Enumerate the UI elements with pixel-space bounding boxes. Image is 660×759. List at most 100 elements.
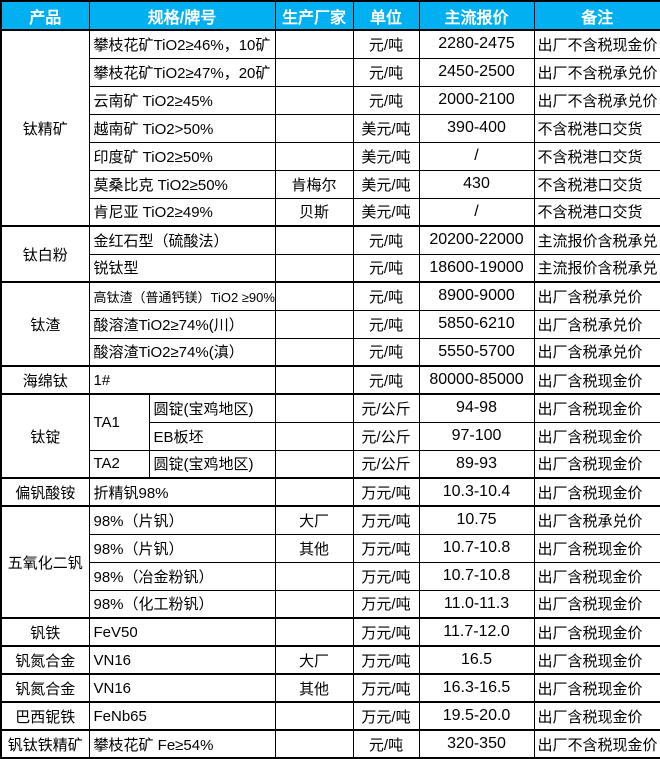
maker-cell bbox=[274, 477, 354, 507]
remark-cell: 出厂不含税承兑价 bbox=[533, 57, 660, 87]
price-cell: 19.5-20.0 bbox=[418, 701, 535, 731]
maker-cell: 肯梅尔 bbox=[274, 169, 354, 199]
remark-cell: 出厂含税现金价 bbox=[533, 701, 660, 731]
unit-cell: 美元/吨 bbox=[352, 169, 420, 199]
maker-cell bbox=[274, 337, 354, 367]
table-row: 云南矿 TiO2≥45% 元/吨 2000-2100 出厂不含税承兑价 bbox=[1, 85, 660, 115]
table-row: TA2 圆锭(宝鸡地区) 元/公斤 89-93 出厂含税现金价 bbox=[1, 449, 660, 479]
remark-cell: 出厂不含税现金价 bbox=[533, 729, 660, 759]
remark-cell: 出厂不含税现金价 bbox=[533, 29, 660, 59]
remark-cell: 出厂含税现金价 bbox=[533, 477, 660, 507]
price-cell: 11.7-12.0 bbox=[418, 617, 535, 647]
spec-cell: FeV50 bbox=[88, 617, 276, 647]
remark-cell: 出厂含税承兑价 bbox=[533, 337, 660, 367]
price-cell: 80000-85000 bbox=[418, 365, 535, 395]
maker-cell bbox=[274, 29, 354, 59]
table-row: 钛锭 TA1 圆锭(宝鸡地区) 元/公斤 94-98 出厂含税现金价 bbox=[0, 393, 660, 479]
spec-cell: 98%（冶金粉钒） bbox=[88, 561, 276, 591]
maker-cell bbox=[274, 113, 354, 143]
table-row: 偏钒酸铵 折精钒98% 万元/吨 10.3-10.4 出厂含税现金价 bbox=[0, 477, 660, 507]
remark-cell: 出厂含税现金价 bbox=[533, 589, 660, 619]
remark-cell: 主流报价含税承兑 bbox=[533, 253, 660, 283]
price-cell: 10.7-10.8 bbox=[418, 533, 535, 563]
unit-cell: 元/吨 bbox=[352, 85, 420, 115]
remark-cell: 主流报价含税承兑 bbox=[533, 225, 660, 255]
spec-cell: 98%（片钒） bbox=[88, 533, 276, 563]
table-row: 攀枝花矿TiO2≥47%，20矿 元/吨 2450-2500 出厂不含税承兑价 bbox=[1, 57, 660, 87]
price-cell: 2280-2475 bbox=[418, 29, 535, 59]
remark-cell: 出厂含税现金价 bbox=[533, 393, 660, 423]
spec-cell: 酸溶渣TiO2≥74%(滇） bbox=[88, 337, 276, 367]
unit-cell: 元/吨 bbox=[352, 365, 420, 395]
maker-cell: 大厂 bbox=[274, 505, 354, 535]
table-row: 巴西铌铁 FeNb65 万元/吨 19.5-20.0 出厂含税现金价 bbox=[0, 701, 660, 731]
product-cell: 五氧化二钒 bbox=[0, 505, 90, 619]
maker-cell bbox=[274, 561, 354, 591]
unit-cell: 美元/吨 bbox=[352, 141, 420, 171]
unit-cell: 元/吨 bbox=[352, 309, 420, 339]
spec-cell: VN16 bbox=[88, 645, 276, 675]
price-cell: 97-100 bbox=[418, 421, 535, 451]
remark-cell: 出厂含税现金价 bbox=[533, 561, 660, 591]
remark-cell: 出厂含税承兑价 bbox=[533, 309, 660, 339]
table-row: 酸溶渣TiO2≥74%(滇） 元/吨 5550-5700 出厂含税承兑价 bbox=[1, 337, 660, 367]
col-header-product: 产品 bbox=[0, 0, 90, 31]
maker-cell bbox=[274, 309, 354, 339]
remark-cell: 不含税港口交货 bbox=[533, 113, 660, 143]
col-header-remark: 备注 bbox=[533, 0, 660, 31]
unit-cell: 万元/吨 bbox=[352, 673, 420, 703]
col-header-spec: 规格/牌号 bbox=[88, 0, 276, 31]
maker-cell bbox=[274, 617, 354, 647]
table-row: 钒铁 FeV50 万元/吨 11.7-12.0 出厂含税现金价 bbox=[0, 617, 660, 647]
spec-cell: 圆锭(宝鸡地区) bbox=[148, 393, 276, 423]
unit-cell: 元/吨 bbox=[352, 253, 420, 283]
maker-cell: 大厂 bbox=[274, 645, 354, 675]
spec-cell: 肯尼亚 TiO2≥49% bbox=[88, 197, 276, 227]
unit-cell: 万元/吨 bbox=[352, 533, 420, 563]
maker-cell bbox=[274, 589, 354, 619]
maker-cell bbox=[274, 701, 354, 731]
maker-cell: 其他 bbox=[274, 533, 354, 563]
spec-cell: 98%（片钒） bbox=[88, 505, 276, 535]
maker-cell bbox=[274, 281, 354, 311]
spec-cell: 高钛渣（普通钙镁）TiO2 ≥90% bbox=[88, 281, 276, 311]
maker-cell bbox=[274, 729, 354, 759]
price-cell: 10.75 bbox=[418, 505, 535, 535]
remark-cell: 出厂含税现金价 bbox=[533, 533, 660, 563]
col-header-price: 主流报价 bbox=[418, 0, 535, 31]
product-cell: 钒氮合金 bbox=[0, 673, 90, 703]
product-cell: 钛锭 bbox=[0, 393, 90, 479]
table-row: 钛精矿 攀枝花矿TiO2≥46%，10矿 元/吨 2280-2475 出厂不含税… bbox=[0, 29, 660, 227]
remark-cell: 出厂含税承兑价 bbox=[533, 505, 660, 535]
unit-cell: 元/吨 bbox=[352, 225, 420, 255]
maker-cell: 其他 bbox=[274, 673, 354, 703]
maker-cell bbox=[274, 253, 354, 283]
spec-cell: VN16 bbox=[88, 673, 276, 703]
spec-cell: 攀枝花矿 Fe≥54% bbox=[88, 729, 276, 759]
remark-cell: 出厂含税现金价 bbox=[533, 617, 660, 647]
maker-cell bbox=[274, 365, 354, 395]
unit-cell: 元/公斤 bbox=[352, 421, 420, 451]
unit-cell: 元/吨 bbox=[352, 337, 420, 367]
unit-cell: 万元/吨 bbox=[352, 617, 420, 647]
table-row: 98%（片钒） 其他 万元/吨 10.7-10.8 出厂含税现金价 bbox=[1, 533, 660, 563]
unit-cell: 元/吨 bbox=[352, 281, 420, 311]
table-row: 海绵钛 1# 元/吨 80000-85000 出厂含税现金价 bbox=[0, 365, 660, 395]
unit-cell: 万元/吨 bbox=[352, 505, 420, 535]
unit-cell: 元/吨 bbox=[352, 729, 420, 759]
price-cell: 2450-2500 bbox=[418, 57, 535, 87]
price-cell: 16.3-16.5 bbox=[418, 673, 535, 703]
price-cell: 430 bbox=[418, 169, 535, 199]
spec-cell: 攀枝花矿TiO2≥46%，10矿 bbox=[88, 29, 276, 59]
spec-cell: 98%（化工粉钒） bbox=[88, 589, 276, 619]
spec-cell: 莫桑比克 TiO2≥50% bbox=[88, 169, 276, 199]
col-header-maker: 生产厂家 bbox=[274, 0, 354, 31]
product-cell: 巴西铌铁 bbox=[0, 701, 90, 731]
spec-cell: 金红石型（硫酸法） bbox=[88, 225, 276, 255]
table-row: 酸溶渣TiO2≥74%(川） 元/吨 5850-6210 出厂含税承兑价 bbox=[1, 309, 660, 339]
price-cell: 94-98 bbox=[418, 393, 535, 423]
table-row: 印度矿 TiO2≥50% 美元/吨 / 不含税港口交货 bbox=[1, 141, 660, 171]
maker-cell bbox=[274, 141, 354, 171]
maker-cell bbox=[274, 85, 354, 115]
